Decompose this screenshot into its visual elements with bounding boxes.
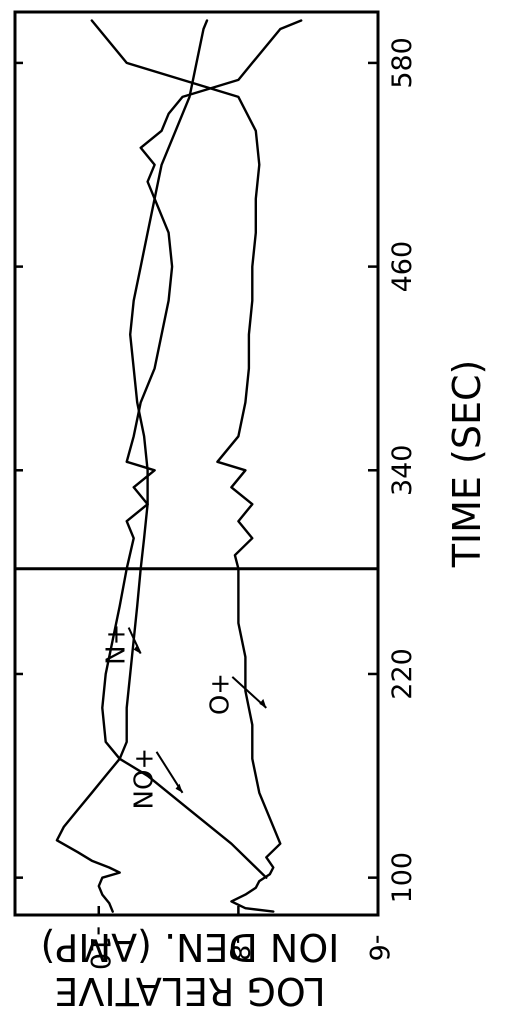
series-line-n-plus [55,19,209,913]
annotation-label: O+ [205,673,235,715]
annotation-label: NO+ [130,748,160,810]
y-axis-label: LOG RELATIVEION DEN. (AMP) [41,925,340,1010]
x-tick-label: 580 [387,37,418,89]
y-axis-label-line-1: LOG RELATIVE [54,969,325,1010]
series-line-no-plus [101,19,303,879]
y-tick-label: -6 [363,935,394,962]
y-tick-label: -8 [223,935,254,962]
plot-layer: 100 220 340 460 580 -10 -8 -6 TIME (SEC) LOG RELA… [13,10,489,1010]
x-axis-label: TIME (SEC) [445,360,489,569]
x-tick-label: 220 [387,648,418,700]
y-tick-label: -10 [84,926,115,970]
plot-frame [13,10,380,917]
y-axis-label-line-2: ION DEN. (AMP) [41,925,340,969]
x-tick-label: 460 [387,241,418,293]
annotation-arrowhead [133,644,141,654]
x-tick-label: 340 [387,445,418,497]
annotation-label: N+ [102,624,132,665]
annotation-arrowhead [259,698,267,708]
series-line-o-plus [90,19,282,913]
annotation-arrowhead [175,783,183,793]
x-tick-label: 100 [387,852,418,904]
